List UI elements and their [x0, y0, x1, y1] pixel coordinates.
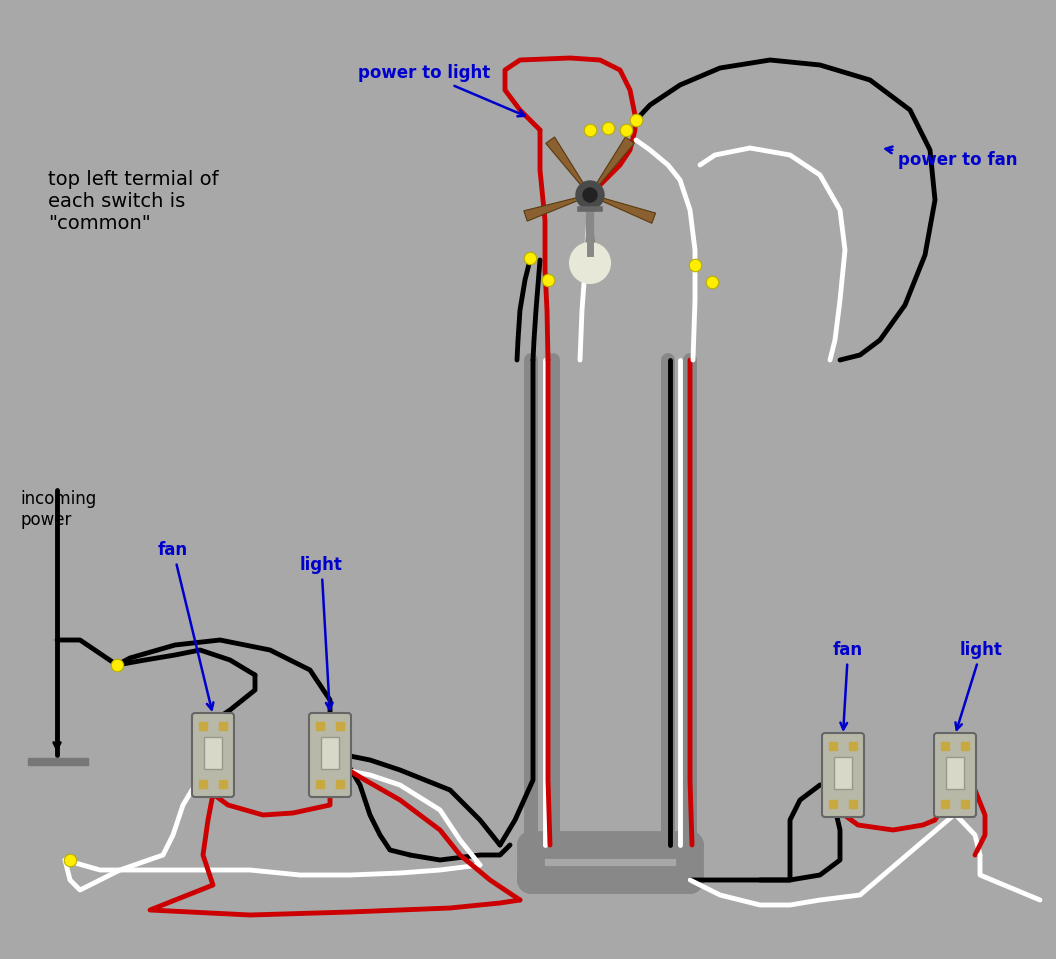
Polygon shape: [593, 137, 635, 189]
FancyBboxPatch shape: [934, 733, 976, 817]
FancyBboxPatch shape: [309, 713, 351, 797]
Polygon shape: [597, 197, 656, 223]
FancyBboxPatch shape: [192, 713, 234, 797]
Text: power to light: power to light: [358, 64, 525, 116]
Bar: [946, 757, 964, 789]
Circle shape: [570, 243, 610, 283]
Polygon shape: [524, 197, 583, 222]
Text: incoming
power: incoming power: [20, 490, 96, 528]
Bar: [834, 757, 852, 789]
Text: fan: fan: [158, 541, 213, 710]
Text: power to fan: power to fan: [886, 147, 1018, 169]
Text: fan: fan: [833, 641, 863, 730]
Text: light: light: [956, 641, 1003, 730]
Text: light: light: [300, 556, 343, 710]
Polygon shape: [585, 203, 596, 263]
Circle shape: [576, 181, 604, 209]
Bar: [321, 737, 339, 769]
Circle shape: [583, 188, 597, 202]
Polygon shape: [546, 137, 586, 189]
FancyBboxPatch shape: [822, 733, 864, 817]
Bar: [204, 737, 222, 769]
Bar: [29, 758, 88, 765]
Text: top left termial of
each switch is
"common": top left termial of each switch is "comm…: [48, 170, 219, 233]
